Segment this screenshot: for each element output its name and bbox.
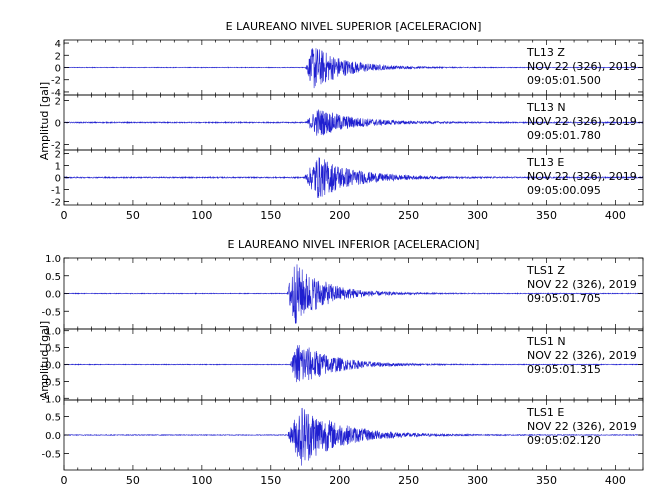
date-label: NOV 22 (326), 2019 bbox=[527, 349, 637, 362]
y-tick-label: 0 bbox=[55, 64, 61, 75]
figure-group: E LAUREANO NIVEL SUPERIOR [ACELERACION] A… bbox=[38, 20, 644, 487]
y-tick-label: 0.5 bbox=[45, 344, 61, 355]
waveform-trace bbox=[64, 157, 644, 199]
date-label: NOV 22 (326), 2019 bbox=[527, 60, 637, 73]
y-tick-label: 0.5 bbox=[45, 413, 61, 424]
x-tick-label: 0 bbox=[61, 474, 68, 487]
time-label: 09:05:01.780 bbox=[527, 129, 601, 142]
date-label: NOV 22 (326), 2019 bbox=[527, 170, 637, 183]
time-label: 09:05:01.705 bbox=[527, 292, 601, 305]
chart-title: E LAUREANO NIVEL SUPERIOR [ACELERACION] bbox=[226, 20, 482, 33]
x-tick-label: 400 bbox=[605, 474, 626, 487]
x-tick-label: 100 bbox=[191, 474, 212, 487]
waveform-trace bbox=[63, 109, 644, 136]
x-tick-label: 50 bbox=[126, 209, 140, 222]
station-label: TL13 E bbox=[526, 156, 564, 169]
x-tick-label: 50 bbox=[126, 474, 140, 487]
time-label: 09:05:01.315 bbox=[527, 363, 601, 376]
y-tick-label: -2 bbox=[51, 197, 61, 208]
x-tick-label: 200 bbox=[329, 474, 350, 487]
y-tick-label: 2 bbox=[55, 150, 61, 161]
station-label: TLS1 E bbox=[526, 406, 564, 419]
x-tick-label: 200 bbox=[329, 209, 350, 222]
chart-title: E LAUREANO NIVEL INFERIOR [ACELERACION] bbox=[228, 238, 480, 251]
x-tick-label: 150 bbox=[260, 474, 281, 487]
station-label: TL13 N bbox=[526, 101, 566, 114]
y-tick-label: 2 bbox=[55, 51, 61, 62]
y-tick-label: -2 bbox=[51, 141, 61, 152]
y-tick-label: 0 bbox=[55, 174, 61, 185]
x-tick-label: 250 bbox=[398, 209, 419, 222]
chart-group-2: E LAUREANO NIVEL INFERIOR [ACELERACION] A… bbox=[38, 238, 644, 487]
y-tick-label: -0.5 bbox=[41, 449, 61, 460]
x-tick-label: 100 bbox=[191, 209, 212, 222]
y-tick-label: -0.5 bbox=[41, 307, 61, 318]
time-label: 09:05:02.120 bbox=[527, 434, 601, 447]
y-tick-label: 1.0 bbox=[45, 327, 61, 338]
y-tick-label: 0.0 bbox=[45, 290, 61, 301]
station-label: TL13 Z bbox=[526, 46, 565, 59]
x-tick-label: 0 bbox=[61, 209, 68, 222]
station-label: TLS1 N bbox=[526, 335, 566, 348]
time-label: 09:05:01.500 bbox=[527, 74, 601, 87]
y-tick-label: -1.0 bbox=[41, 394, 61, 405]
x-tick-label: 400 bbox=[605, 209, 626, 222]
x-tick-label: 300 bbox=[467, 209, 488, 222]
y-tick-label: 1 bbox=[55, 162, 61, 173]
station-label: TLS1 Z bbox=[526, 264, 565, 277]
waveform-trace bbox=[63, 264, 644, 325]
date-label: NOV 22 (326), 2019 bbox=[527, 278, 637, 291]
x-tick-label: 300 bbox=[467, 474, 488, 487]
date-label: NOV 22 (326), 2019 bbox=[527, 115, 637, 128]
waveform-trace bbox=[63, 345, 644, 383]
x-tick-label: 350 bbox=[536, 209, 557, 222]
x-tick-label: 150 bbox=[260, 209, 281, 222]
x-tick-label: 350 bbox=[536, 474, 557, 487]
y-tick-label: -0.5 bbox=[41, 377, 61, 388]
waveform-trace bbox=[63, 47, 644, 89]
y-tick-label: -2 bbox=[51, 76, 61, 87]
y-tick-label: 1.0 bbox=[45, 254, 61, 265]
y-tick-label: 0.5 bbox=[45, 272, 61, 283]
y-axis-label: Amplitud [gal] bbox=[38, 321, 51, 399]
y-tick-label: 0.0 bbox=[45, 361, 61, 372]
y-tick-label: 0.0 bbox=[45, 431, 61, 442]
time-label: 09:05:00.095 bbox=[527, 184, 601, 197]
chart-group-1: E LAUREANO NIVEL SUPERIOR [ACELERACION] A… bbox=[38, 20, 644, 222]
y-tick-label: 4 bbox=[55, 39, 61, 50]
y-tick-label: -1 bbox=[51, 185, 61, 196]
y-tick-label: 2 bbox=[55, 97, 61, 108]
y-tick-label: 0 bbox=[55, 119, 61, 130]
waveform-trace bbox=[63, 407, 644, 466]
x-tick-label: 250 bbox=[398, 474, 419, 487]
date-label: NOV 22 (326), 2019 bbox=[527, 420, 637, 433]
y-tick-label: -4 bbox=[51, 88, 61, 99]
y-axis-label: Amplitud [gal] bbox=[38, 82, 51, 160]
